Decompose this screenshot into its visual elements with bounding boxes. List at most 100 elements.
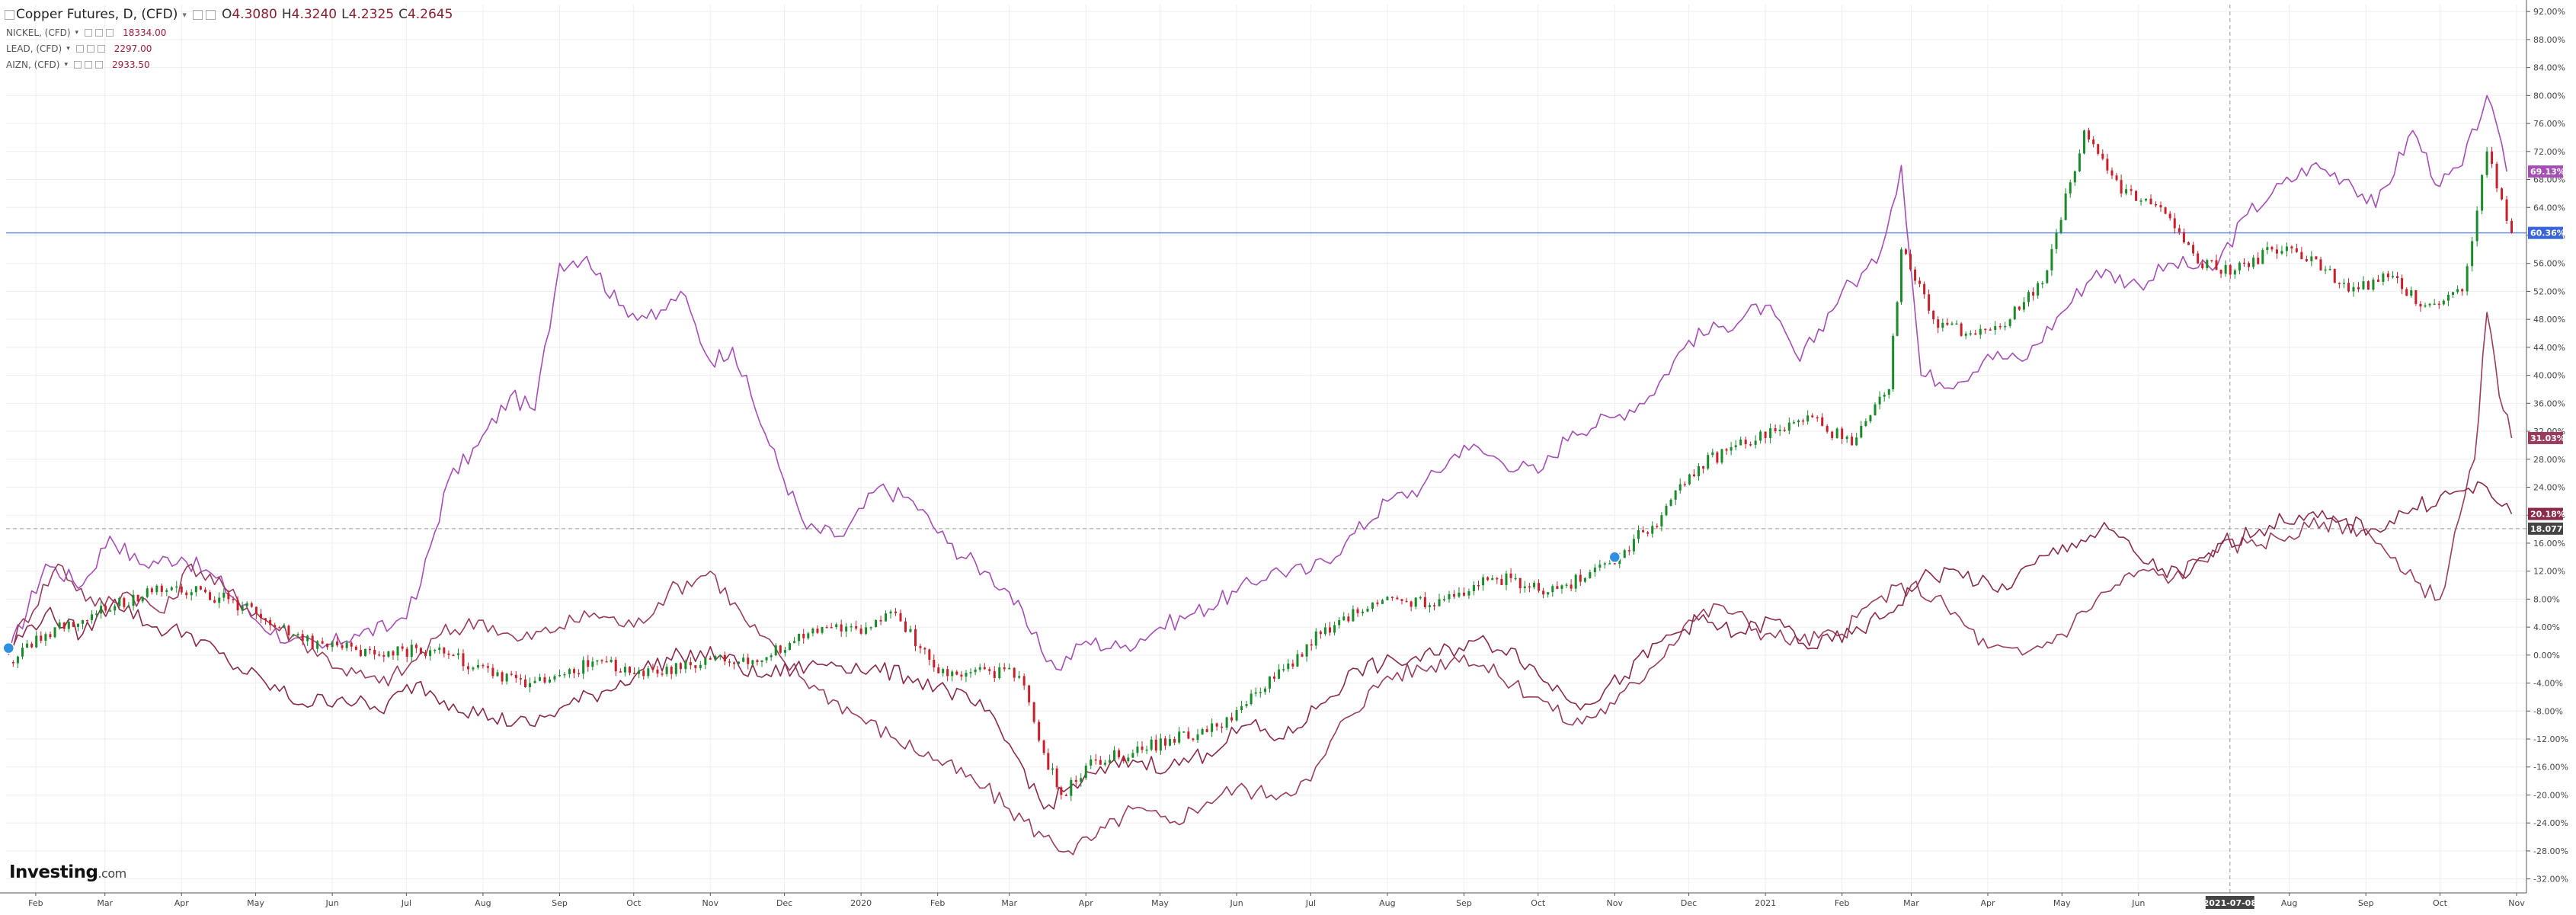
copper-candle-body [2382, 274, 2385, 282]
x-tick-label: Oct [1531, 898, 1546, 908]
copper-candle-body [150, 588, 153, 593]
copper-candle-body [1192, 738, 1195, 741]
legend-value-lead: 2297.00 [114, 43, 152, 54]
copper-candle-body [1084, 765, 1087, 779]
eye-icon[interactable] [85, 28, 93, 37]
copper-candle-body [765, 657, 768, 661]
close-icon[interactable] [106, 28, 114, 37]
collapse-icon[interactable] [5, 9, 14, 20]
copper-candle-body [476, 664, 479, 668]
legend-row-nickel[interactable]: NICKEL, (CFD) ▾ 18334.00 [3, 24, 453, 40]
eye-icon[interactable] [74, 60, 82, 69]
copper-candle-body [1739, 440, 1742, 446]
copper-candle-body [1500, 578, 1503, 585]
copper-candle-body [259, 613, 262, 619]
settings-icon[interactable] [86, 44, 94, 53]
copper-candle-body [1826, 426, 1829, 432]
dropdown-icon[interactable]: ▾ [66, 44, 70, 53]
copper-candle-body [1792, 422, 1795, 424]
copper-candle-body [2401, 277, 2404, 290]
copper-candle-body [665, 667, 668, 674]
copper-candle-body [91, 614, 94, 621]
copper-candle-body [689, 662, 692, 666]
copper-candle-body [2149, 198, 2152, 204]
copper-candle-body [1637, 529, 1640, 539]
copper-candle-body [1333, 625, 1336, 633]
copper-candle-body [1754, 440, 1757, 445]
investing-logo: Investing.com [9, 862, 126, 882]
copper-candle-body [1263, 688, 1266, 693]
copper-candle-body [1797, 420, 1800, 423]
copper-candle-body [456, 653, 459, 655]
series-line-zinc [8, 481, 2513, 810]
copper-candle-body [2059, 219, 2062, 233]
close-icon[interactable] [95, 60, 103, 69]
copper-candle-body [452, 654, 455, 657]
legend-row-lead[interactable]: LEAD, (CFD) ▾ 2297.00 [3, 40, 453, 56]
copper-candle-body [1730, 447, 1733, 451]
y-tick-label: -4.00% [2533, 679, 2563, 689]
copper-candle-body [1141, 746, 1144, 750]
dropdown-icon[interactable]: ▾ [75, 28, 79, 37]
copper-candle-body [2027, 292, 2030, 302]
dropdown-icon[interactable]: ▾ [182, 9, 187, 20]
copper-candle-body [1528, 586, 1531, 588]
close-icon[interactable] [97, 44, 105, 53]
copper-candle-body [2088, 130, 2091, 140]
copper-candle-body [1979, 328, 1982, 335]
copper-candle-body [1055, 768, 1058, 788]
copper-candle-body [2324, 269, 2327, 271]
x-tick-label: Apr [174, 898, 190, 908]
copper-candle-body [951, 671, 954, 677]
y-tick-label: 92.00% [2533, 7, 2565, 17]
copper-candle-body [434, 649, 437, 651]
copper-candle-body [1683, 484, 1686, 486]
copper-candle-body [1707, 455, 1710, 469]
copper-candle-body [587, 660, 590, 667]
copper-candle-body [274, 625, 277, 628]
copper-candle-body [2224, 264, 2227, 274]
close-icon[interactable] [205, 9, 216, 20]
x-tick-label: May [1151, 898, 1169, 908]
copper-candle-body [363, 648, 366, 657]
copper-candle-body [1314, 631, 1317, 646]
copper-candle-body [1627, 550, 1630, 552]
copper-candle-body [937, 667, 940, 673]
copper-candle-body [628, 667, 631, 673]
copper-candle-body [1323, 627, 1326, 635]
copper-candle-body [1632, 539, 1635, 552]
settings-icon[interactable] [192, 9, 203, 20]
copper-candle-body [978, 667, 981, 670]
copper-candle-body [1593, 568, 1596, 573]
copper-candle-body [614, 659, 617, 672]
ohlc-open: O4.3080 [221, 7, 277, 22]
copper-candle-body [1122, 757, 1125, 762]
copper-candle-body [336, 641, 339, 646]
copper-candle-body [1688, 474, 1691, 485]
dropdown-icon[interactable]: ▾ [64, 60, 68, 69]
copper-candle-body [1998, 325, 2002, 328]
copper-candle-body [392, 651, 395, 656]
copper-candle-body [875, 619, 878, 628]
copper-candle-body [2495, 163, 2498, 189]
horizontal-line-layer [6, 5, 2526, 893]
copper-candle-body [2187, 242, 2190, 245]
copper-candle-body [651, 668, 654, 670]
copper-candle-body [1196, 734, 1199, 741]
copper-candle-body [2280, 251, 2283, 254]
copper-candle-body [1574, 574, 1577, 589]
copper-candle-body [245, 603, 248, 606]
copper-candle-body [1018, 676, 1021, 678]
settings-icon[interactable] [95, 28, 104, 37]
eye-icon[interactable] [75, 44, 84, 53]
copper-candle-body [1674, 490, 1677, 500]
legend-row-zinc[interactable]: AIZN, (CFD) ▾ 2933.50 [3, 56, 453, 72]
copper-candle-body [2372, 279, 2375, 290]
copper-candle-body [553, 676, 556, 680]
copper-candle-body [974, 669, 977, 673]
copper-candle-body [793, 641, 796, 644]
settings-icon[interactable] [85, 60, 92, 69]
copper-candle-body [573, 669, 576, 673]
copper-candle-body [728, 661, 731, 663]
